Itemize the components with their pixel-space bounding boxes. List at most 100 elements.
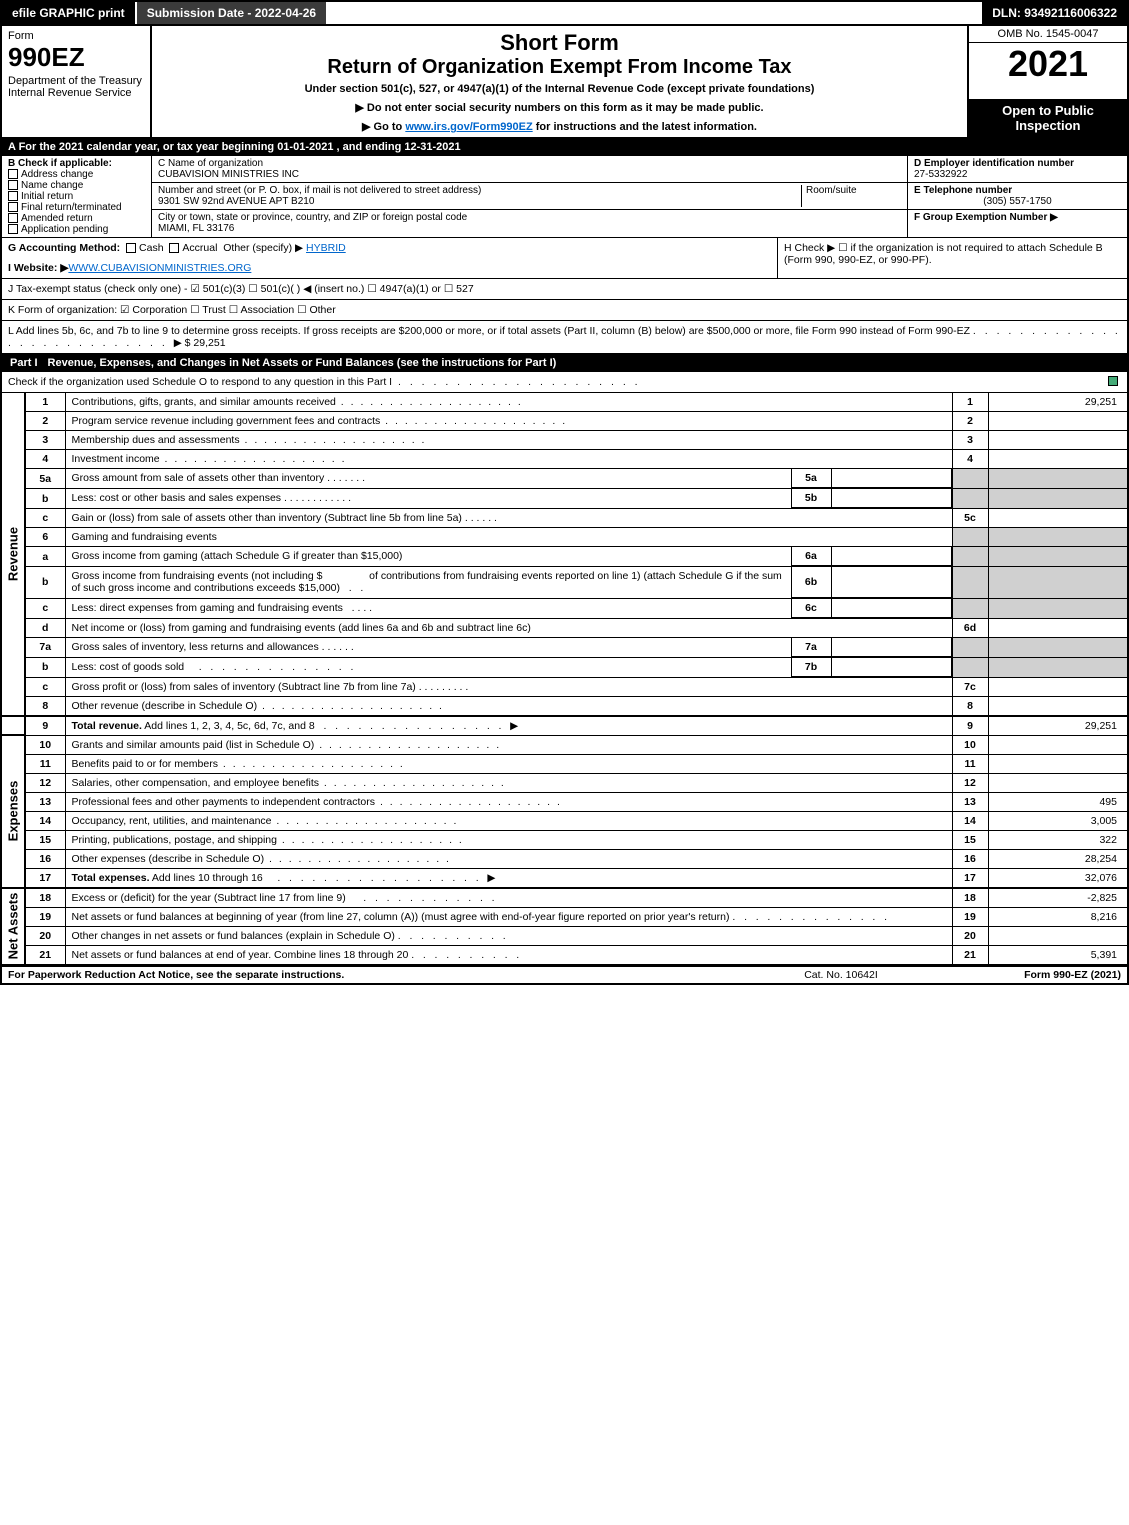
l18-text: Excess or (deficit) for the year (Subtra… <box>65 888 952 908</box>
l2-box: 2 <box>952 412 988 431</box>
l17-amt: 32,076 <box>988 868 1128 888</box>
l19-amt: 8,216 <box>988 907 1128 926</box>
l12-num: 12 <box>25 773 65 792</box>
website-link[interactable]: WWW.CUBAVISIONMINISTRIES.ORG <box>68 262 251 274</box>
ein-cell: D Employer identification number 27-5332… <box>908 156 1127 183</box>
line-5c: c Gain or (loss) from sale of assets oth… <box>1 509 1128 528</box>
goto-text: ▶ Go to <box>362 121 405 133</box>
l7a-greyamt <box>988 637 1128 657</box>
l6c-greybox <box>952 598 988 618</box>
l6b-subbox: 6b <box>791 567 831 597</box>
l6c-subbox: 6c <box>791 599 831 618</box>
chk-name-change[interactable]: Name change <box>8 180 145 191</box>
l5a-num: 5a <box>25 469 65 489</box>
chk-application-pending[interactable]: Application pending <box>8 224 145 235</box>
l12-box: 12 <box>952 773 988 792</box>
l1-text: Contributions, gifts, grants, and simila… <box>65 393 952 412</box>
l15-box: 15 <box>952 830 988 849</box>
l7c-num: c <box>25 677 65 696</box>
chk-final-return[interactable]: Final return/terminated <box>8 202 145 213</box>
line-5a: 5a Gross amount from sale of assets othe… <box>1 469 1128 489</box>
top-bar: efile GRAPHIC print Submission Date - 20… <box>0 0 1129 26</box>
line-15: 15 Printing, publications, postage, and … <box>1 830 1128 849</box>
l20-box: 20 <box>952 926 988 945</box>
l2-amt <box>988 412 1128 431</box>
ein-label: D Employer identification number <box>914 158 1121 169</box>
street-label: Number and street (or P. O. box, if mail… <box>158 185 801 196</box>
city-cell: City or town, state or province, country… <box>152 210 907 236</box>
l18-box: 18 <box>952 888 988 908</box>
l21-text: Net assets or fund balances at end of ye… <box>65 945 952 965</box>
l7a-greybox <box>952 637 988 657</box>
line-16: 16 Other expenses (describe in Schedule … <box>1 849 1128 868</box>
part-1-sub: Check if the organization used Schedule … <box>0 372 1129 393</box>
l5a-greyamt <box>988 469 1128 489</box>
l11-num: 11 <box>25 754 65 773</box>
paperwork-notice: For Paperwork Reduction Act Notice, see … <box>8 969 741 981</box>
l16-text: Other expenses (describe in Schedule O) <box>65 849 952 868</box>
line-8: 8 Other revenue (describe in Schedule O)… <box>1 696 1128 716</box>
l10-num: 10 <box>25 735 65 754</box>
l1-amt: 29,251 <box>988 393 1128 412</box>
l5c-num: c <box>25 509 65 528</box>
l6b-text: Gross income from fundraising events (no… <box>66 567 792 597</box>
l13-amt: 495 <box>988 792 1128 811</box>
schedule-o-checkbox[interactable] <box>1108 376 1118 386</box>
netassets-side-label: Net Assets <box>1 888 25 965</box>
header-center: Short Form Return of Organization Exempt… <box>152 26 967 137</box>
website-label: I Website: ▶ <box>8 262 68 274</box>
l6b-greybox <box>952 567 988 599</box>
chk-initial-return[interactable]: Initial return <box>8 191 145 202</box>
section-bcd: B Check if applicable: Address change Na… <box>0 156 1129 238</box>
l6a-subamt <box>831 547 951 566</box>
l1-num: 1 <box>25 393 65 412</box>
line-11: 11 Benefits paid to or for members 11 <box>1 754 1128 773</box>
l6d-num: d <box>25 618 65 637</box>
l3-num: 3 <box>25 431 65 450</box>
l4-amt <box>988 450 1128 469</box>
l5b-text: Less: cost or other basis and sales expe… <box>66 489 792 508</box>
l5c-box: 5c <box>952 509 988 528</box>
accounting-method: G Accounting Method: Cash Accrual Other … <box>2 238 777 278</box>
l8-num: 8 <box>25 696 65 716</box>
form-number-footer: Form 990-EZ (2021) <box>941 969 1121 981</box>
irs-link[interactable]: www.irs.gov/Form990EZ <box>405 121 532 133</box>
line-6d: d Net income or (loss) from gaming and f… <box>1 618 1128 637</box>
l7a-num: 7a <box>25 637 65 657</box>
l7c-amt <box>988 677 1128 696</box>
l9-box: 9 <box>952 716 988 736</box>
l5c-amt <box>988 509 1128 528</box>
line-2: 2 Program service revenue including gove… <box>1 412 1128 431</box>
other-label: Other (specify) ▶ <box>223 242 303 254</box>
l8-text: Other revenue (describe in Schedule O) <box>65 696 952 716</box>
line-14: 14 Occupancy, rent, utilities, and maint… <box>1 811 1128 830</box>
column-d-ein: D Employer identification number 27-5332… <box>907 156 1127 237</box>
l16-box: 16 <box>952 849 988 868</box>
ssn-warning: ▶ Do not enter social security numbers o… <box>156 101 963 114</box>
g-label: G Accounting Method: <box>8 242 120 254</box>
accounting-other-value[interactable]: HYBRID <box>306 242 346 254</box>
l3-text: Membership dues and assessments <box>65 431 952 450</box>
efile-print-button[interactable]: efile GRAPHIC print <box>2 2 137 24</box>
l9-amt: 29,251 <box>988 716 1128 736</box>
spacer <box>326 2 982 24</box>
chk-amended-return[interactable]: Amended return <box>8 213 145 224</box>
l6a-subbox: 6a <box>791 547 831 566</box>
l11-amt <box>988 754 1128 773</box>
instructions-suffix: for instructions and the latest informat… <box>533 121 757 133</box>
l10-text: Grants and similar amounts paid (list in… <box>65 735 952 754</box>
l6a-greyamt <box>988 547 1128 567</box>
l5b-greyamt <box>988 489 1128 509</box>
l14-box: 14 <box>952 811 988 830</box>
l14-num: 14 <box>25 811 65 830</box>
form-header: Form 990EZ Department of the Treasury In… <box>0 26 1129 139</box>
l13-num: 13 <box>25 792 65 811</box>
line-7b: b Less: cost of goods sold . . . . . . .… <box>1 657 1128 677</box>
chk-address-change[interactable]: Address change <box>8 169 145 180</box>
revenue-side-label: Revenue <box>1 393 25 716</box>
line-3: 3 Membership dues and assessments 3 <box>1 431 1128 450</box>
line-12: 12 Salaries, other compensation, and emp… <box>1 773 1128 792</box>
omb-number: OMB No. 1545-0047 <box>969 26 1127 43</box>
ein-value: 27-5332922 <box>914 169 1121 180</box>
line-17: 17 Total expenses. Add lines 10 through … <box>1 868 1128 888</box>
